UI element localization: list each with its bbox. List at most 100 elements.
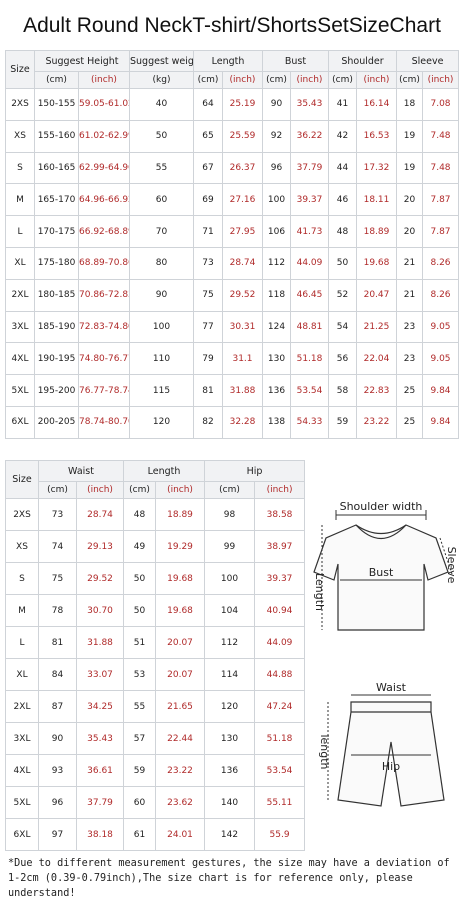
unit-cell: (inch) (78, 71, 130, 89)
cell: 124 (262, 310, 291, 344)
row: 2XL 180-185 70.86-72.83 90 75 29.52 118 46.45 52… (5, 278, 460, 312)
cell: 130 (204, 722, 256, 755)
size-cell: M (5, 594, 39, 627)
header-cell: Waist (37, 460, 125, 482)
cell: 8.26 (421, 246, 460, 280)
size-cell: 6XL (5, 405, 35, 439)
cell: 55.9 (254, 818, 306, 851)
note: *Due to different measurement gestures, … (8, 858, 450, 899)
cell: 175-180 (34, 246, 79, 280)
row: S 160-165 62.99-64.96 55 67 26.37 96 37.79 44 17.… (5, 151, 460, 185)
shorts-size-table: Size Waist Length Hip (cm) (inch) (cm) (inc… (5, 460, 306, 851)
cell: 9.84 (421, 374, 460, 407)
row: 2XS 150-155 59.05-61.02 40 64 25.19 90 35.43 41 1… (5, 88, 460, 121)
row: 2XS 73 28.74 48 18.89 98 38.58 (5, 498, 306, 531)
cell: 160-165 (34, 151, 79, 185)
cell: 96 (38, 786, 77, 819)
size-cell: S (5, 562, 39, 595)
size-cell: XL (5, 246, 35, 280)
cell: 100 (204, 562, 256, 595)
shirt-drawing (313, 524, 449, 631)
shirt-outline (313, 524, 449, 631)
cell: 59 (328, 405, 357, 439)
header-cell: Suggest Height (34, 50, 130, 72)
cell: 8.26 (421, 278, 460, 312)
cell: 74 (38, 530, 77, 563)
cell: 64.96-66.92 (78, 183, 130, 217)
cell: 84 (38, 658, 77, 691)
cell: 51 (123, 626, 157, 659)
row: L 170-175 66.92-68.89 70 71 27.95 106 41.73 48 18… (5, 215, 460, 248)
unit-cell: (cm) (328, 71, 357, 89)
cell: 31.1 (222, 342, 263, 376)
cell: 22.83 (356, 374, 397, 407)
cell: 29.52 (222, 278, 263, 312)
size-cell: 2XL (5, 278, 35, 312)
cell: 35.43 (75, 722, 125, 755)
row: XL 84 33.07 53 20.07 114 44.88 (5, 658, 306, 691)
cell: 90 (38, 722, 77, 755)
cell: 114 (204, 658, 256, 691)
cell: 75 (38, 562, 77, 595)
size-cell: XS (5, 530, 39, 563)
label: Shoulder width (340, 500, 423, 513)
cell: 16.53 (356, 119, 397, 153)
row: 6XL 200-205 78.74-80.70 120 82 32.28 138 54.33 5… (5, 405, 460, 439)
cell: 170-175 (34, 215, 79, 248)
cell: 57 (123, 722, 157, 755)
size-cell: XL (5, 658, 39, 691)
cell: 67 (193, 151, 223, 185)
cell: 90 (262, 88, 291, 121)
unit-cell: (inch) (254, 481, 306, 499)
unit-cell: (inch) (222, 71, 263, 89)
cell: 47.24 (254, 690, 306, 723)
size-cell: 2XS (5, 498, 39, 531)
row: 3XL 90 35.43 57 22.44 130 51.18 (5, 722, 306, 755)
header-row: Size Suggest Height Suggest weight Lengt… (5, 50, 460, 89)
cell: 42 (328, 119, 357, 153)
header-cell: Length (193, 50, 263, 72)
cell: 58 (328, 374, 357, 407)
header-cell: Size (5, 50, 35, 89)
cell: 44 (328, 151, 357, 185)
header-cell: Suggest weight (129, 50, 194, 72)
cell: 36.22 (290, 119, 329, 153)
cell: 19.68 (155, 594, 206, 627)
cell: 60 (129, 183, 194, 217)
cell: 66.92-68.89 (78, 215, 130, 248)
header-cell: Bust (262, 50, 329, 72)
header-row: Size Waist Length Hip (5, 460, 306, 499)
row: M 165-170 64.96-66.92 60 69 27.16 100 39.37 46 18… (5, 183, 460, 217)
cell: 19.68 (356, 246, 397, 280)
header-cell: Length (123, 460, 206, 482)
cell: 74.80-76.77 (78, 342, 130, 376)
row: XL 175-180 68.89-70.86 80 73 28.74 112 44.09 50 1… (5, 246, 460, 280)
size-cell: S (5, 151, 35, 185)
cell: 19 (396, 151, 423, 185)
header-cell: Shoulder (328, 50, 397, 72)
cell: 185-190 (34, 310, 79, 344)
header-cell: Sleeve (395, 50, 460, 72)
cell: 70 (129, 215, 194, 248)
unit-row: (cm) (inch) (kg) (cm) (inch) (cm) (inch) (cm) (i… (6, 71, 460, 89)
unit-cell: (cm) (396, 71, 423, 89)
title: Adult Round NeckT-shirt/ShortsSetSizeCha… (23, 14, 441, 37)
cell: 190-195 (34, 342, 79, 376)
cell: 18.89 (356, 215, 397, 248)
cell: 20.47 (356, 278, 397, 312)
cell: 30.31 (222, 310, 263, 344)
label: Waist (376, 681, 407, 694)
cell: 53.54 (290, 374, 329, 407)
cell: 56 (328, 342, 357, 376)
cell: 106 (262, 215, 291, 248)
cell: 130 (262, 342, 291, 376)
cell: 26.37 (222, 151, 263, 185)
unit-cell: (inch) (290, 71, 329, 89)
row: XS 74 29.13 49 19.29 99 38.97 (5, 530, 306, 563)
cell: 155-160 (34, 119, 79, 153)
cell: 53 (123, 658, 157, 691)
cell: 31.88 (222, 374, 263, 407)
cell: 7.87 (421, 215, 460, 248)
cell: 46.45 (290, 278, 329, 312)
cell: 23 (396, 342, 423, 376)
